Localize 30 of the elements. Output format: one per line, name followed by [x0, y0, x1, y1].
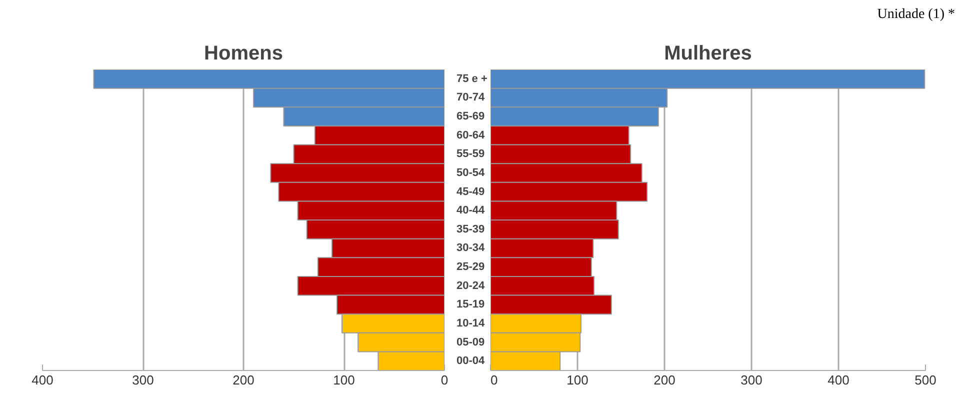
y-tick-label: 70-74: [456, 92, 486, 104]
y-tick-label: 35-39: [456, 223, 485, 236]
x-tick-label: 200: [232, 372, 254, 388]
y-tick-label: 65-69: [456, 110, 485, 123]
x-tick-label: 0: [440, 372, 448, 388]
x-tick-label: 400: [828, 372, 850, 388]
y-tick-label: 55-59: [456, 148, 485, 160]
y-tick-label: 40-44: [456, 204, 486, 217]
chart-title: Homens: [204, 42, 283, 64]
x-tick-label: 400: [32, 372, 54, 388]
text: Unidade (1) *: [877, 6, 955, 24]
x-tick-label: 200: [654, 372, 676, 388]
y-tick-label: 45-49: [456, 186, 485, 198]
y-tick-label: 05-09: [456, 336, 485, 348]
x-tick-label: 100: [333, 372, 355, 388]
x-tick-label: 0: [490, 372, 498, 388]
y-tick-label: 20-24: [456, 280, 486, 292]
y-tick-label: 25-29: [456, 261, 485, 274]
x-tick-label: 300: [740, 372, 762, 388]
y-tick-label: 10-14: [456, 317, 486, 330]
y-tick-label: 60-64: [456, 129, 486, 142]
chart-title: Mulheres: [664, 42, 752, 64]
y-tick-label: 75 e +: [456, 72, 488, 85]
y-tick-label: 50-54: [456, 166, 486, 179]
y-tick-label: 30-34: [456, 242, 486, 254]
x-tick-label: 100: [566, 372, 588, 388]
y-tick-label: 15-19: [456, 298, 485, 311]
x-tick-label: 500: [914, 372, 936, 388]
x-tick-label: 300: [132, 372, 154, 388]
y-tick-label: 00-04: [456, 355, 486, 368]
